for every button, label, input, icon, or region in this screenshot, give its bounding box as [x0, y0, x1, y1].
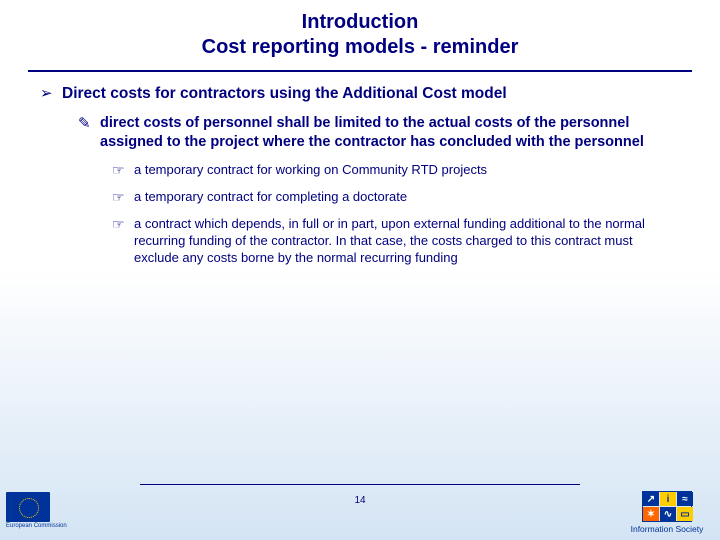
title-line-1: Introduction	[20, 10, 700, 35]
is-label: Information Society	[622, 524, 712, 534]
bullet-text: a temporary contract for completing a do…	[134, 189, 407, 206]
chevron-icon: ➢	[40, 84, 62, 104]
title-line-2: Cost reporting models - reminder	[20, 35, 700, 60]
bullet-level2: ✎ direct costs of personnel shall be lim…	[78, 114, 680, 152]
footer-divider	[140, 484, 580, 485]
bullet-level3: ☞ a temporary contract for completing a …	[112, 189, 680, 206]
page-number: 14	[0, 495, 720, 506]
bullet-text: a contract which depends, in full or in …	[134, 216, 680, 267]
bullet-level1: ➢ Direct costs for contractors using the…	[40, 84, 680, 104]
bullet-text: direct costs of personnel shall be limit…	[100, 114, 680, 152]
pen-icon: ✎	[78, 114, 100, 152]
title-divider	[28, 70, 692, 72]
bullet-text: Direct costs for contractors using the A…	[62, 84, 507, 104]
is-grid-icon: ↗i≈ ✶∿▭	[642, 491, 692, 522]
hand-icon: ☞	[112, 216, 134, 267]
hand-icon: ☞	[112, 162, 134, 179]
footer: 14 European Commission ↗i≈ ✶∿▭ Informati…	[0, 484, 720, 540]
bullet-level3: ☞ a temporary contract for working on Co…	[112, 162, 680, 179]
eu-flag-icon	[6, 492, 50, 522]
slide-title: Introduction Cost reporting models - rem…	[0, 0, 720, 66]
ec-label: European Commission	[6, 523, 76, 529]
european-commission-logo: European Commission	[6, 492, 76, 536]
bullet-text: a temporary contract for working on Comm…	[134, 162, 487, 179]
content-area: ➢ Direct costs for contractors using the…	[0, 84, 720, 267]
hand-icon: ☞	[112, 189, 134, 206]
bullet-level3: ☞ a contract which depends, in full or i…	[112, 216, 680, 267]
information-society-logo: ↗i≈ ✶∿▭ Information Society	[622, 491, 712, 534]
